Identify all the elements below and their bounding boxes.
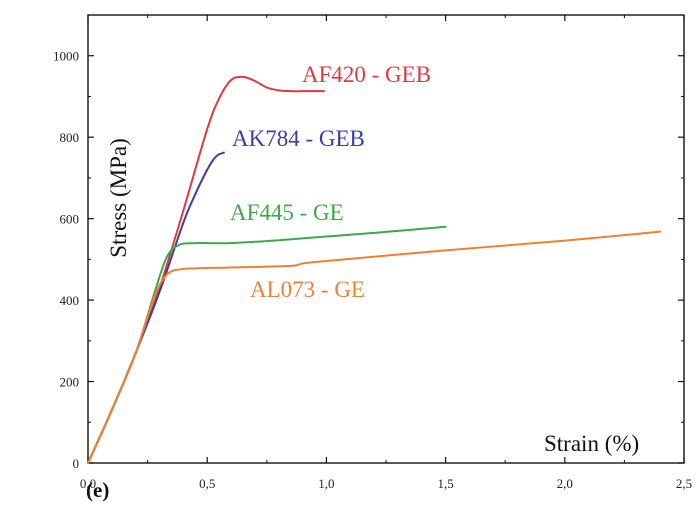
panel-label: (e) xyxy=(86,478,109,502)
y-tick-label: 600 xyxy=(60,212,80,227)
series-label-af445-ge: AF445 - GE xyxy=(230,200,344,225)
x-axis-title: Strain (%) xyxy=(544,431,639,456)
series-label-af420-geb: AF420 - GEB xyxy=(302,62,431,87)
series-label-al073-ge: AL073 - GE xyxy=(250,277,365,302)
y-tick-label: 400 xyxy=(60,293,80,308)
axes: 0,0 0,5 1,0 1,5 2,0 2,5 0 200 400 600 800 1000 xyxy=(53,14,692,491)
series-line-al073-ge xyxy=(87,230,662,464)
x-tick-label: 2,5 xyxy=(676,476,692,491)
y-tick-label: 200 xyxy=(60,375,80,390)
y-axis-title: Stress (MPa) xyxy=(106,138,131,257)
x-tick-label: 2,0 xyxy=(557,476,573,491)
y-tick-label: 1000 xyxy=(53,49,79,64)
y-tick-label: 0 xyxy=(73,456,80,471)
x-tick-label: 1,5 xyxy=(437,476,453,491)
x-tick-label: 1,0 xyxy=(318,476,334,491)
y-tick-label: 800 xyxy=(60,130,80,145)
series-label-ak784-geb: AK784 - GEB xyxy=(232,126,365,151)
x-tick-label: 0,0 xyxy=(80,476,96,491)
series-lines xyxy=(87,75,662,464)
x-tick-label: 0,5 xyxy=(199,476,215,491)
series-line-af445-ge xyxy=(87,225,447,464)
